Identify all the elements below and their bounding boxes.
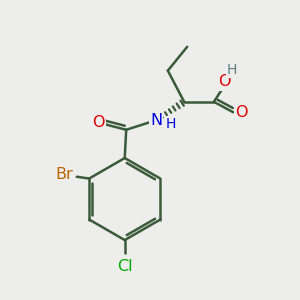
Text: Cl: Cl bbox=[117, 259, 133, 274]
Text: H: H bbox=[226, 63, 237, 77]
Text: H: H bbox=[166, 117, 176, 131]
Text: O: O bbox=[235, 105, 248, 120]
Text: O: O bbox=[218, 74, 231, 89]
Text: N: N bbox=[150, 113, 162, 128]
Text: Br: Br bbox=[56, 167, 74, 182]
Text: O: O bbox=[92, 115, 105, 130]
